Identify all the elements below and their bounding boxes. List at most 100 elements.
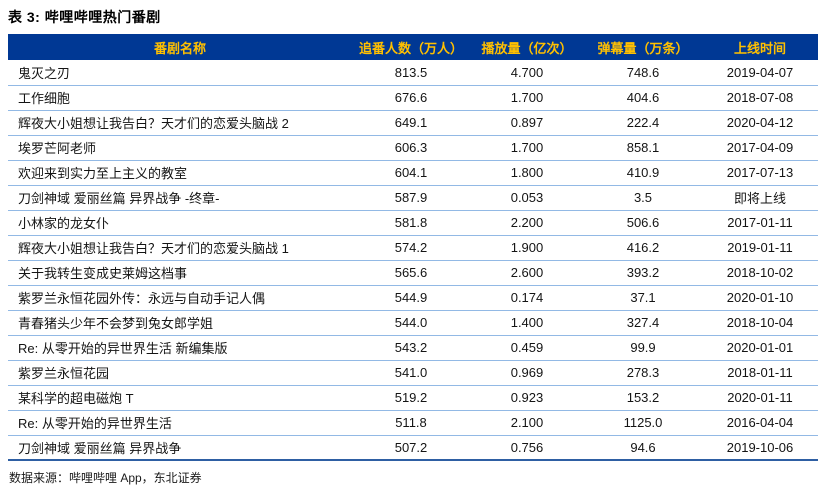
value-cell: 222.4 xyxy=(584,110,702,136)
anime-name-cell: 工作细胞 xyxy=(8,85,352,111)
anime-name-cell: 欢迎来到实力至上主义的教室 xyxy=(8,160,352,186)
table-row: 欢迎来到实力至上主义的教室 604.1 1.800 410.9 2017-07-13 xyxy=(8,160,818,186)
value-cell: 507.2 xyxy=(352,435,470,461)
value-cell: 2.200 xyxy=(470,210,584,236)
value-cell: 416.2 xyxy=(584,235,702,261)
value-cell: 2018-07-08 xyxy=(702,85,818,111)
value-cell: 99.9 xyxy=(584,335,702,361)
value-cell: 0.174 xyxy=(470,285,584,311)
value-cell: 581.8 xyxy=(352,210,470,236)
value-cell: 0.756 xyxy=(470,435,584,461)
value-cell: 1.400 xyxy=(470,310,584,336)
value-cell: 541.0 xyxy=(352,360,470,386)
value-cell: 0.897 xyxy=(470,110,584,136)
table-row: 青春猪头少年不会梦到兔女郎学姐 544.0 1.400 327.4 2018-10-04 xyxy=(8,310,818,336)
table-row: 紫罗兰永恒花园 541.0 0.969 278.3 2018-01-11 xyxy=(8,360,818,386)
table-row: 工作细胞 676.6 1.700 404.6 2018-07-08 xyxy=(8,85,818,111)
table-body: 鬼灭之刃 813.5 4.700 748.6 2019-04-07 工作细胞 676.6 1.… xyxy=(8,60,818,461)
source-note: 数据来源：哔哩哔哩 App，东北证券 xyxy=(9,471,202,485)
table-row: Re: 从零开始的异世界生活 511.8 2.100 1125.0 2016-04-04 xyxy=(8,410,818,436)
value-cell: 858.1 xyxy=(584,135,702,161)
value-cell: 2020-01-11 xyxy=(702,385,818,411)
value-cell: 0.969 xyxy=(470,360,584,386)
value-cell: 2019-04-07 xyxy=(702,60,818,86)
anime-name-cell: 紫罗兰永恒花园外传：永远与自动手记人偶 xyxy=(8,285,352,311)
value-cell: 393.2 xyxy=(584,260,702,286)
value-cell: 543.2 xyxy=(352,335,470,361)
anime-name-cell: Re: 从零开始的异世界生活 xyxy=(8,410,352,436)
value-cell: 511.8 xyxy=(352,410,470,436)
value-cell: 544.0 xyxy=(352,310,470,336)
value-cell: 2019-01-11 xyxy=(702,235,818,261)
value-cell: 0.053 xyxy=(470,185,584,211)
table-row: 刀剑神域 爱丽丝篇 异界战争 507.2 0.756 94.6 2019-10-06 xyxy=(8,435,818,461)
value-cell: 506.6 xyxy=(584,210,702,236)
anime-name-cell: 某科学的超电磁炮 T xyxy=(8,385,352,411)
value-cell: 2018-10-02 xyxy=(702,260,818,286)
table-row: 某科学的超电磁炮 T 519.2 0.923 153.2 2020-01-11 xyxy=(8,385,818,411)
col-header-launch-date: 上线时间 xyxy=(702,34,818,60)
value-cell: 1.900 xyxy=(470,235,584,261)
anime-name-cell: 紫罗兰永恒花园 xyxy=(8,360,352,386)
value-cell: 即将上线 xyxy=(702,185,818,211)
col-header-plays: 播放量（亿次） xyxy=(470,34,584,60)
col-header-anime-name: 番剧名称 xyxy=(8,34,352,60)
anime-name-cell: 辉夜大小姐想让我告白？天才们的恋爱头脑战 2 xyxy=(8,110,352,136)
table-row: 辉夜大小姐想让我告白？天才们的恋爱头脑战 1 574.2 1.900 416.2 201… xyxy=(8,235,818,261)
header-row: 番剧名称 追番人数（万人） 播放量（亿次） 弹幕量（万条） 上线时间 xyxy=(8,34,818,60)
value-cell: 587.9 xyxy=(352,185,470,211)
value-cell: 2017-04-09 xyxy=(702,135,818,161)
value-cell: 544.9 xyxy=(352,285,470,311)
anime-name-cell: 青春猪头少年不会梦到兔女郎学姐 xyxy=(8,310,352,336)
anime-table: 番剧名称 追番人数（万人） 播放量（亿次） 弹幕量（万条） 上线时间 鬼灭之刃 8… xyxy=(8,34,818,461)
table-row: 辉夜大小姐想让我告白？天才们的恋爱头脑战 2 649.1 0.897 222.4 202… xyxy=(8,110,818,136)
table-row: 刀剑神域 爱丽丝篇 异界战争 -终章- 587.9 0.053 3.5 即将上线 xyxy=(8,185,818,211)
value-cell: 2017-07-13 xyxy=(702,160,818,186)
table-row: 关于我转生变成史莱姆这档事 565.6 2.600 393.2 2018-10-02 xyxy=(8,260,818,286)
value-cell: 3.5 xyxy=(584,185,702,211)
value-cell: 2018-10-04 xyxy=(702,310,818,336)
anime-name-cell: 鬼灭之刃 xyxy=(8,60,352,86)
value-cell: 2017-01-11 xyxy=(702,210,818,236)
value-cell: 748.6 xyxy=(584,60,702,86)
table-title: 表 3: 哔哩哔哩热门番剧 xyxy=(8,9,161,25)
value-cell: 2020-04-12 xyxy=(702,110,818,136)
value-cell: 676.6 xyxy=(352,85,470,111)
value-cell: 94.6 xyxy=(584,435,702,461)
col-header-followers: 追番人数（万人） xyxy=(352,34,470,60)
table-row: Re: 从零开始的异世界生活 新编集版 543.2 0.459 99.9 2020-01… xyxy=(8,335,818,361)
value-cell: 604.1 xyxy=(352,160,470,186)
value-cell: 0.459 xyxy=(470,335,584,361)
value-cell: 410.9 xyxy=(584,160,702,186)
anime-name-cell: 小林家的龙女仆 xyxy=(8,210,352,236)
value-cell: 1125.0 xyxy=(584,410,702,436)
value-cell: 404.6 xyxy=(584,85,702,111)
value-cell: 0.923 xyxy=(470,385,584,411)
value-cell: 37.1 xyxy=(584,285,702,311)
value-cell: 2016-04-04 xyxy=(702,410,818,436)
value-cell: 2019-10-06 xyxy=(702,435,818,461)
value-cell: 278.3 xyxy=(584,360,702,386)
value-cell: 1.700 xyxy=(470,135,584,161)
value-cell: 574.2 xyxy=(352,235,470,261)
value-cell: 2018-01-11 xyxy=(702,360,818,386)
anime-name-cell: 辉夜大小姐想让我告白？天才们的恋爱头脑战 1 xyxy=(8,235,352,261)
value-cell: 2.100 xyxy=(470,410,584,436)
value-cell: 2020-01-10 xyxy=(702,285,818,311)
value-cell: 4.700 xyxy=(470,60,584,86)
value-cell: 153.2 xyxy=(584,385,702,411)
value-cell: 649.1 xyxy=(352,110,470,136)
value-cell: 1.700 xyxy=(470,85,584,111)
col-header-danmaku: 弹幕量（万条） xyxy=(584,34,702,60)
value-cell: 327.4 xyxy=(584,310,702,336)
value-cell: 2020-01-01 xyxy=(702,335,818,361)
anime-name-cell: 刀剑神域 爱丽丝篇 异界战争 xyxy=(8,435,352,461)
table-row: 鬼灭之刃 813.5 4.700 748.6 2019-04-07 xyxy=(8,60,818,86)
table-row: 紫罗兰永恒花园外传：永远与自动手记人偶 544.9 0.174 37.1 2020-01… xyxy=(8,285,818,311)
anime-name-cell: 埃罗芒阿老师 xyxy=(8,135,352,161)
value-cell: 813.5 xyxy=(352,60,470,86)
table-row: 小林家的龙女仆 581.8 2.200 506.6 2017-01-11 xyxy=(8,210,818,236)
value-cell: 606.3 xyxy=(352,135,470,161)
table-row: 埃罗芒阿老师 606.3 1.700 858.1 2017-04-09 xyxy=(8,135,818,161)
